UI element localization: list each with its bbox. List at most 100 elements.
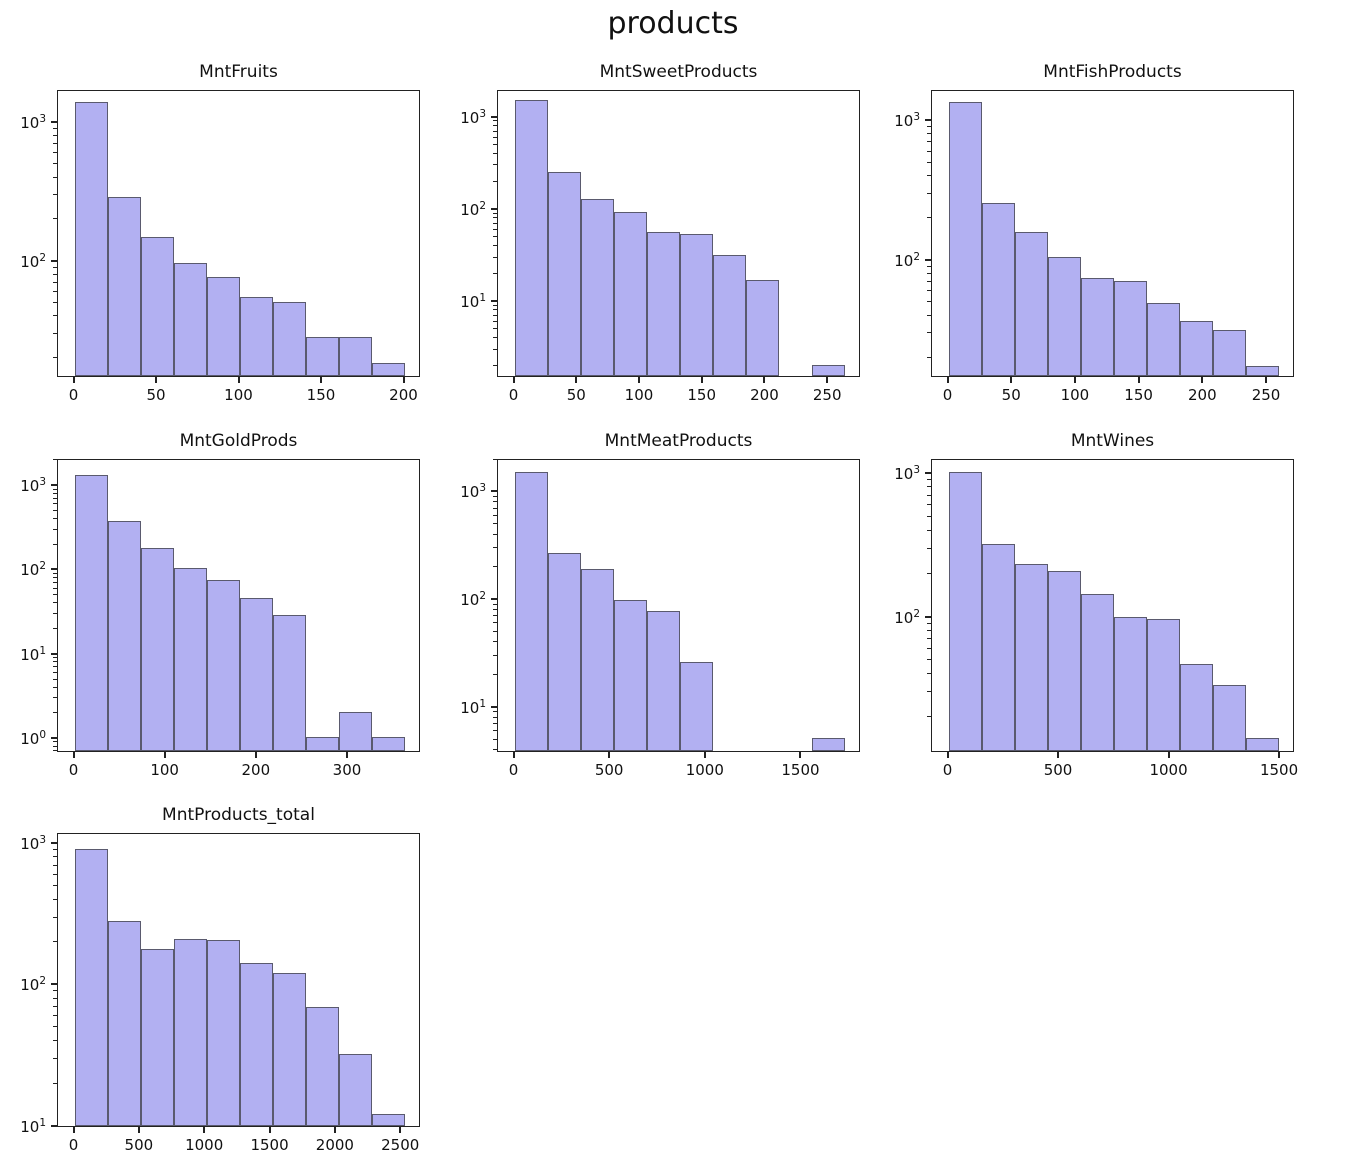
x-tick-mark	[763, 377, 766, 383]
y-minor-tick-mark	[493, 125, 497, 127]
axes-frame	[57, 90, 420, 377]
y-minor-tick-mark	[493, 136, 497, 138]
x-tick-mark	[700, 377, 703, 383]
y-tick-label: 102	[894, 250, 920, 270]
axes-frame	[497, 90, 860, 377]
y-minor-tick-mark	[927, 659, 931, 661]
histogram-bar	[338, 1054, 372, 1126]
histogram-bar	[1080, 594, 1114, 751]
y-tick-label: 103	[20, 476, 46, 496]
y-tick-mark	[51, 983, 57, 986]
y-minor-tick-mark	[53, 671, 57, 673]
x-tick-label: 2000	[315, 1136, 354, 1154]
histogram-bar	[1113, 616, 1147, 751]
x-tick-mark	[1201, 377, 1204, 383]
y-minor-tick-mark	[493, 212, 497, 214]
y-minor-tick-mark	[53, 627, 57, 629]
y-tick-label: 102	[460, 199, 486, 219]
figure-title: products	[607, 6, 739, 41]
histogram-bar	[613, 599, 647, 751]
y-minor-tick-mark	[53, 357, 57, 359]
y-tick-label: 103	[894, 111, 920, 131]
y-tick-label: 102	[894, 607, 920, 627]
y-minor-tick-mark	[53, 613, 57, 614]
histogram-bar	[1212, 330, 1246, 376]
subplot-title: MntWines	[1070, 431, 1155, 451]
histogram-bar	[679, 662, 713, 751]
y-tick-label: 102	[20, 560, 46, 580]
y-minor-tick-mark	[53, 301, 57, 303]
histogram-bar	[981, 202, 1015, 376]
histogram-bar	[745, 279, 779, 376]
y-minor-tick-mark	[493, 507, 497, 509]
y-tick-label: 101	[20, 644, 46, 664]
histogram-bar	[74, 474, 108, 751]
histogram-bar	[140, 548, 174, 751]
y-minor-tick-mark	[53, 528, 57, 530]
y-tick-mark	[51, 120, 57, 123]
y-minor-tick-mark	[493, 120, 497, 122]
y-minor-tick-mark	[493, 304, 497, 306]
y-minor-tick-mark	[927, 150, 931, 152]
histogram-bar	[371, 737, 405, 751]
y-minor-tick-mark	[493, 222, 497, 224]
y-minor-tick-mark	[53, 492, 57, 494]
y-minor-tick-mark	[927, 192, 931, 194]
x-tick-label: 200	[389, 386, 418, 404]
y-minor-tick-mark	[927, 629, 931, 631]
y-tick-label: 103	[460, 107, 486, 127]
y-tick-mark	[51, 259, 57, 262]
y-minor-tick-mark	[493, 603, 497, 605]
y-minor-tick-mark	[53, 1040, 57, 1042]
y-minor-tick-mark	[493, 547, 497, 549]
axes-frame	[497, 459, 860, 752]
x-tick-label: 250	[1251, 386, 1281, 404]
histogram-bar	[272, 302, 306, 376]
x-tick-mark	[72, 752, 75, 758]
y-minor-tick-mark	[53, 745, 57, 747]
subplot-title: MntFruits	[199, 62, 278, 82]
histogram-bar	[239, 597, 273, 751]
x-tick-label: 150	[306, 386, 336, 404]
y-minor-tick-mark	[53, 941, 57, 943]
y-tick-mark	[51, 842, 57, 845]
x-tick-label: 1000	[1149, 761, 1188, 779]
y-minor-tick-mark	[493, 164, 497, 166]
histogram-bar	[1146, 618, 1180, 751]
histogram-bar	[1014, 231, 1048, 376]
y-minor-tick-mark	[53, 176, 57, 178]
y-minor-tick-mark	[927, 265, 931, 267]
y-minor-tick-mark	[53, 1026, 57, 1028]
y-tick-label: 101	[460, 697, 486, 717]
x-tick-mark	[1265, 377, 1268, 383]
histogram-bar	[272, 972, 306, 1126]
axes-frame	[57, 459, 420, 752]
y-minor-tick-mark	[53, 134, 57, 136]
x-tick-label: 0	[68, 1136, 79, 1154]
y-minor-tick-mark	[927, 622, 931, 624]
x-tick-mark	[1073, 377, 1076, 383]
y-tick-mark	[51, 736, 57, 739]
y-tick-label: 103	[20, 834, 46, 854]
histogram-bar	[206, 277, 240, 376]
x-tick-label: 50	[146, 386, 166, 404]
x-tick-mark	[237, 377, 240, 383]
y-tick-label: 101	[20, 1116, 46, 1136]
x-tick-mark	[826, 377, 829, 383]
y-tick-mark	[491, 705, 497, 708]
y-tick-mark	[51, 568, 57, 571]
y-minor-tick-mark	[53, 1015, 57, 1017]
y-minor-tick-mark	[493, 180, 497, 182]
y-minor-tick-mark	[927, 356, 931, 358]
y-minor-tick-mark	[927, 691, 931, 693]
x-tick-label: 100	[1060, 386, 1090, 404]
y-minor-tick-mark	[53, 712, 57, 714]
y-tick-mark	[51, 1124, 57, 1127]
x-tick-mark	[163, 752, 166, 758]
x-tick-mark	[254, 752, 257, 758]
histogram-bar	[646, 231, 680, 376]
histogram-bar	[338, 336, 372, 376]
y-minor-tick-mark	[927, 572, 931, 574]
y-minor-tick-mark	[53, 281, 57, 283]
